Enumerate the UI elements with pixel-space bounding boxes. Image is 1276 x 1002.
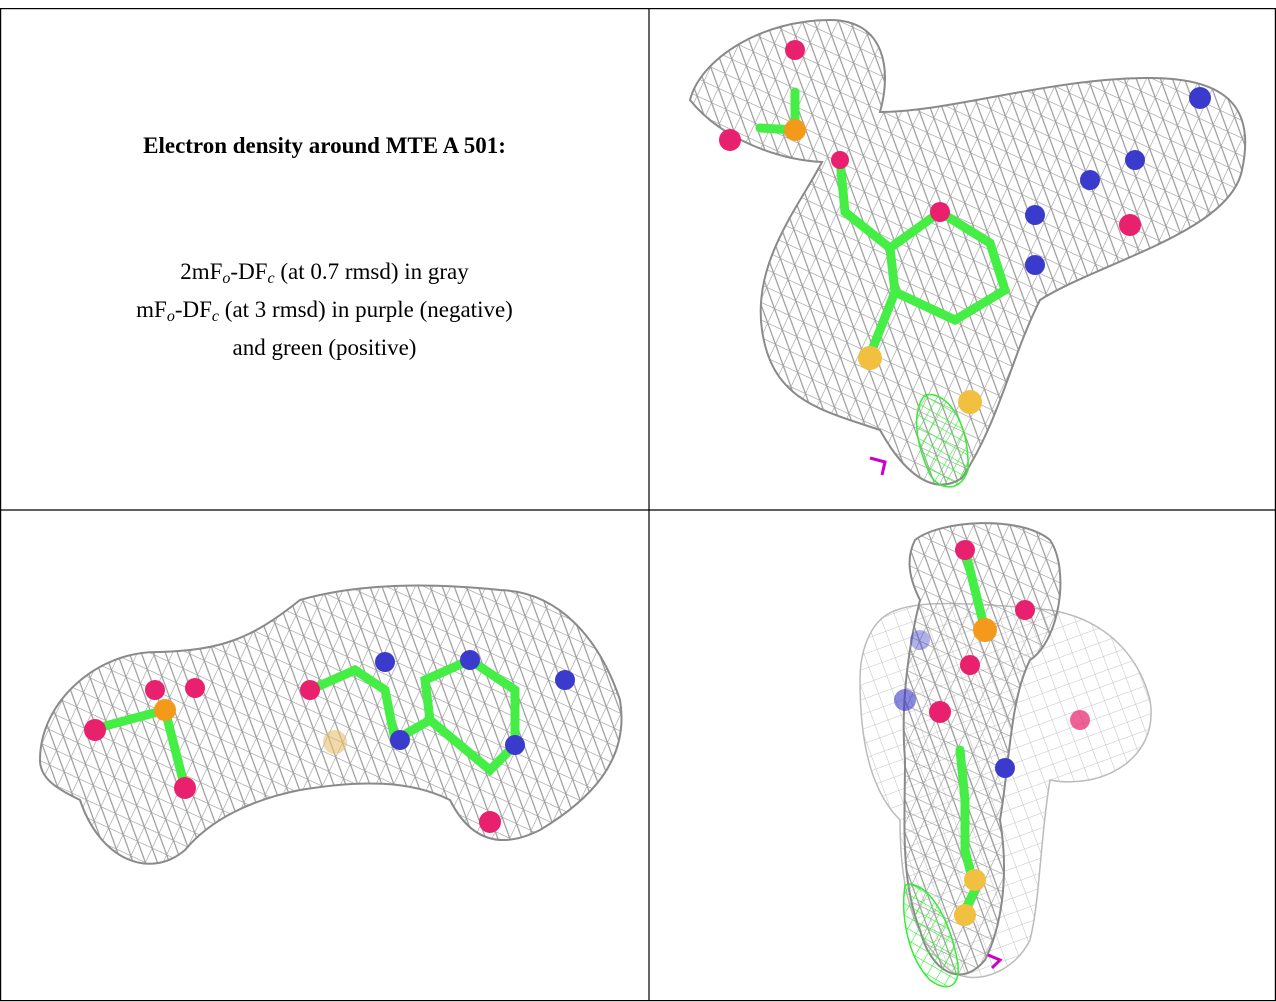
atom [375,652,395,672]
subscript: c [211,308,220,325]
atom [784,119,806,141]
atom [300,680,320,700]
atom [1080,170,1100,190]
atom [323,730,347,754]
atom [1125,150,1145,170]
atom [479,811,501,833]
atom [954,904,976,926]
caption: 2mFo-DFc (at 0.7 rmsd) in gray mFo-DFc (a… [1,253,648,367]
atom [1015,600,1035,620]
caption-text: -DF [174,297,212,322]
description-cell: Electron density around MTE A 501: 2mFo-… [1,9,648,509]
caption-text: 2mF [180,259,223,284]
atoms [894,540,1090,926]
density-mesh [688,18,1247,486]
atom [1070,710,1090,730]
atoms [84,650,575,833]
subscript: o [222,270,231,287]
figure-title: Electron density around MTE A 501: [143,133,506,158]
bond [960,545,990,635]
atom [960,655,980,675]
negative-density [987,953,1003,970]
atom [930,202,950,222]
atom [894,689,916,711]
density-mesh [902,522,1062,976]
density-view-1 [688,18,1247,488]
atom [910,630,930,650]
negative-density [869,456,887,476]
atom [958,390,982,414]
bonds [955,545,990,915]
atom [1025,205,1045,225]
atoms [719,40,1211,414]
caption-line: mFo-DFc (at 3 rmsd) in purple (negative) [1,291,648,329]
atom [831,151,849,169]
density-view-2 [38,584,623,865]
positive-density [915,393,969,488]
atom [505,735,525,755]
atom [995,758,1015,778]
bond [305,654,520,777]
atom [973,618,997,642]
subscript: c [267,270,275,287]
table-grid [0,8,1276,1002]
atom [785,40,805,60]
caption-line: and green (positive) [1,329,648,367]
caption-line: 2mFo-DFc (at 0.7 rmsd) in gray [1,253,648,291]
atom [555,670,575,690]
atom [460,650,480,670]
caption-text: and green (positive) [232,335,417,360]
atom [929,701,951,723]
atom [390,730,410,750]
caption-text: (at 0.7 rmsd) in gray [274,259,469,284]
atom [1119,214,1141,236]
positive-density [902,883,959,988]
table-border [0,8,1276,1002]
atom [84,719,106,741]
bond [955,745,980,915]
density-view-3 [859,522,1152,988]
atom [955,540,975,560]
atom [174,777,196,799]
atom [719,129,741,151]
bond [865,287,900,360]
atom [154,699,176,721]
bond [835,155,1011,326]
atom [964,869,986,891]
subscript: o [166,308,175,325]
atom [145,680,165,700]
atom [1025,255,1045,275]
atom [858,346,882,370]
atom [1189,87,1211,109]
caption-text: (at 3 rmsd) in purple (negative) [219,297,513,322]
caption-text: mF [136,297,167,322]
atom [185,678,205,698]
caption-text: -DF [230,259,268,284]
